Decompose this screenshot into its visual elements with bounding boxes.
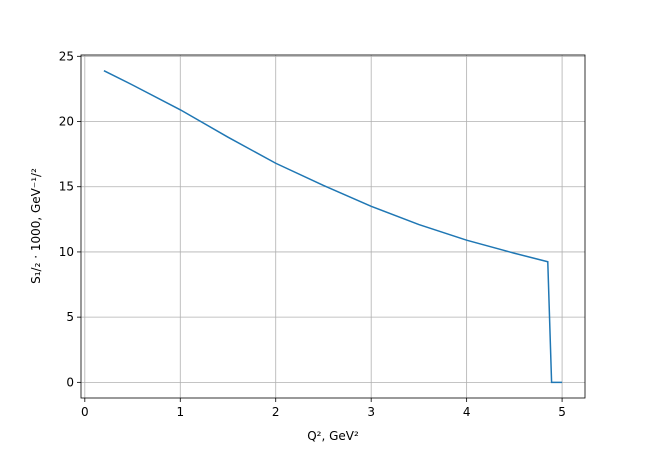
y-tick-label: 10	[59, 245, 74, 259]
plot-frame	[80, 54, 586, 399]
x-tick-label: 5	[558, 405, 566, 419]
data-line	[103, 69, 563, 384]
x-tick-label: 0	[81, 405, 89, 419]
y-tick-label: 15	[59, 180, 74, 194]
y-tick-label: 0	[66, 375, 74, 389]
y-tick-label: 20	[59, 115, 74, 129]
x-tick-label: 2	[272, 405, 280, 419]
x-tick-label: 3	[367, 405, 375, 419]
x-tick-label: 4	[463, 405, 471, 419]
y-axis-label: S₁/₂ · 1000, GeV⁻¹/²	[29, 168, 43, 284]
y-tick-label: 25	[59, 49, 74, 63]
x-tick-label: 1	[176, 405, 184, 419]
y-tick-label: 5	[66, 310, 74, 324]
x-axis-label: Q², GeV²	[307, 429, 359, 443]
